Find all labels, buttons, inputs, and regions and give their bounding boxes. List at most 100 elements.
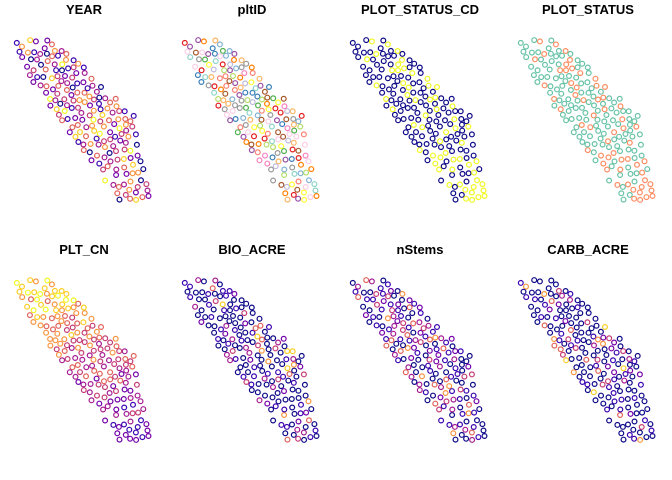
plot-point [312, 187, 319, 194]
plot-point [426, 96, 433, 103]
plot-point [572, 344, 579, 351]
plot-point [466, 352, 473, 359]
plot-point [565, 96, 572, 103]
plot-point [626, 115, 633, 122]
plot-point [110, 181, 117, 188]
plot-point [626, 431, 633, 438]
plot-point [577, 310, 584, 317]
plot-point [86, 93, 93, 100]
plot-point [468, 189, 475, 196]
plot-point [597, 375, 604, 382]
plot-point [404, 91, 411, 98]
plot-point [426, 347, 433, 354]
plot-point [637, 141, 644, 148]
plot-point [237, 74, 244, 81]
plot-point [272, 345, 279, 352]
plot-point [220, 337, 227, 344]
plot-point [242, 121, 249, 128]
plot-point [122, 379, 129, 386]
plot-point [425, 362, 432, 369]
plot-point [222, 330, 229, 337]
plot-point [113, 406, 120, 413]
plot-point [109, 109, 116, 116]
plot-point [231, 290, 238, 297]
plot-point [113, 412, 120, 419]
plot-point [465, 170, 472, 177]
plot-point [609, 117, 616, 124]
plot-point [425, 82, 432, 89]
plot-point [44, 298, 51, 305]
plot-point [479, 181, 486, 188]
plot-point [61, 312, 68, 319]
plot-point [75, 139, 82, 146]
plot-point [368, 278, 375, 285]
plot-point [576, 354, 583, 361]
plot-point [13, 39, 20, 46]
plot-point [425, 322, 432, 329]
plot-point [289, 348, 296, 355]
plot-point [585, 69, 592, 76]
plot-point [394, 47, 401, 54]
plot-point [237, 324, 244, 331]
plot-point [641, 398, 648, 405]
plot-point [81, 309, 88, 316]
plot-point [600, 130, 607, 137]
plot-point [145, 433, 152, 440]
plot-point [290, 139, 297, 146]
plot-point [223, 82, 230, 89]
plot-point [579, 300, 586, 307]
plot-point [566, 56, 573, 63]
plot-point [242, 89, 249, 96]
plot-point [236, 91, 243, 98]
plot-point [614, 421, 621, 428]
plot-point [417, 69, 424, 76]
plot-point [440, 105, 447, 112]
plot-point [379, 329, 386, 336]
plot-point [360, 289, 367, 296]
plot-point [297, 363, 304, 370]
plot-point [438, 177, 445, 184]
plot-points [517, 37, 656, 203]
plot-point [100, 166, 107, 173]
plot-point [69, 124, 76, 131]
plot-point [96, 370, 103, 377]
plot-point [608, 163, 615, 170]
plot-point [215, 342, 222, 349]
plot-point [211, 323, 218, 330]
plot-point [528, 289, 535, 296]
plot-point [474, 417, 481, 424]
plot-point [258, 336, 265, 343]
plot-point [429, 152, 436, 159]
plot-point [567, 50, 574, 57]
plot-point [249, 99, 256, 106]
plot-point [397, 336, 404, 343]
plot-point [459, 170, 466, 177]
plot-point [49, 326, 56, 333]
plot-point [433, 346, 440, 353]
plot-point [254, 333, 261, 340]
plot-point [470, 152, 477, 159]
plot-point [116, 196, 123, 203]
plot-point [458, 361, 465, 368]
plot-point [62, 56, 69, 63]
plot-point [284, 365, 291, 372]
plot-point [473, 398, 480, 405]
plot-point [247, 356, 254, 363]
plot-point [568, 355, 575, 362]
plot-point [480, 427, 487, 434]
plot-point [624, 181, 631, 188]
plot-point [406, 297, 413, 304]
plot-point [302, 152, 309, 159]
plot-point [606, 177, 613, 184]
plot-point [432, 94, 439, 101]
plot-point [133, 436, 140, 443]
plot-point [584, 381, 591, 388]
plot-point [205, 50, 212, 57]
plot-point [397, 96, 404, 103]
plot-point [59, 117, 66, 124]
plot-point [127, 387, 134, 394]
plot-point [431, 340, 438, 347]
plot-point [443, 158, 450, 165]
plot-point [133, 196, 140, 203]
plot-point [283, 183, 290, 190]
